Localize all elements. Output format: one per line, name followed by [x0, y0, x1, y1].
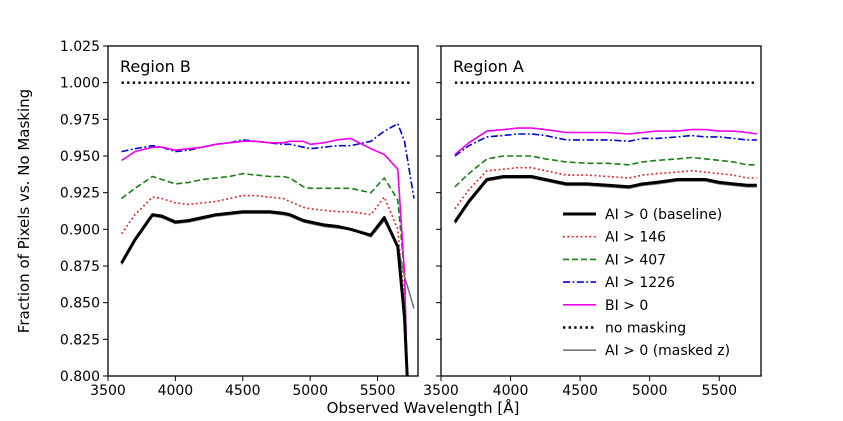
legend-label: AI > 407: [605, 252, 666, 268]
legend-item-ai-0-baseline: AI > 0 (baseline): [563, 207, 722, 223]
legend-item-bi-0: BI > 0: [563, 298, 648, 314]
series-line-ai-0-masked-z: [120, 212, 415, 309]
series-line-ai-0-baseline: [120, 210, 409, 376]
legend: AI > 0 (baseline) AI > 146 AI > 407 AI > 12…: [563, 207, 730, 359]
legend-item-ai-0-masked-z: AI > 0 (masked z): [563, 343, 730, 359]
y-tick-label: 0.900: [60, 222, 100, 238]
legend-label: no masking: [605, 321, 686, 337]
y-tick-label: 0.975: [60, 112, 100, 128]
y-tick-label: 0.825: [60, 332, 100, 348]
legend-item-ai-1226: AI > 1226: [563, 275, 675, 291]
legend-label: BI > 0: [605, 298, 648, 314]
x-tick-label: 3500: [90, 383, 126, 399]
x-tick-label: 5500: [701, 383, 737, 399]
legend-item-ai-146: AI > 146: [563, 230, 666, 246]
series-line-ai-146: [120, 194, 408, 376]
series-line-bi-0: [454, 127, 757, 156]
y-tick-label: 1.025: [60, 39, 100, 55]
y-tick-label: 0.875: [60, 259, 100, 275]
legend-label: AI > 1226: [605, 275, 675, 291]
x-tick-label: 3500: [423, 383, 459, 399]
y-tick-label: 1.000: [60, 76, 100, 92]
legend-item-no-masking: no masking: [563, 321, 686, 337]
axes-frame: [107, 45, 419, 377]
panel-region-a: 3500 4000 4500 5000 5500 Region A: [423, 45, 762, 399]
x-tick-label: 4500: [562, 383, 598, 399]
series-group: [120, 81, 415, 376]
x-tick-label: 5000: [632, 383, 668, 399]
panel-title: Region A: [453, 57, 524, 76]
x-tick-label: 5000: [292, 383, 328, 399]
y-axis-label: Fraction of Pixels vs. No Masking: [15, 89, 33, 333]
x-tick-label: 5500: [360, 383, 396, 399]
x-tick-label: 4000: [158, 383, 194, 399]
y-tick-label: 0.800: [60, 369, 100, 385]
axes-frame: [440, 45, 762, 377]
series-line-ai-407: [121, 172, 408, 376]
x-axis-label: Observed Wavelength [Å]: [327, 398, 520, 417]
x-tick-label: 4000: [493, 383, 529, 399]
legend-item-ai-407: AI > 407: [563, 252, 666, 268]
x-tick-label: 4500: [225, 383, 261, 399]
series-line-ai-1226: [454, 133, 757, 157]
series-line-ai-407: [454, 155, 757, 188]
series-group: [453, 81, 757, 224]
y-tick-label: 0.925: [60, 186, 100, 202]
y-tick-label: 0.850: [60, 296, 100, 312]
series-line-ai-146: [454, 166, 757, 210]
legend-label: AI > 0 (baseline): [605, 207, 722, 223]
series-line-ai-0-baseline: [453, 175, 757, 223]
series-line-bi-0: [121, 137, 408, 376]
panel-region-b: 3500 4000 4500 5000 5500 0.800 0.825 0.850 0.875…: [60, 39, 419, 399]
legend-label: AI > 146: [605, 230, 666, 246]
series-line-ai-1226: [121, 122, 415, 199]
panel-title: Region B: [120, 57, 191, 76]
legend-label: AI > 0 (masked z): [605, 343, 730, 359]
y-tick-label: 0.950: [60, 149, 100, 165]
